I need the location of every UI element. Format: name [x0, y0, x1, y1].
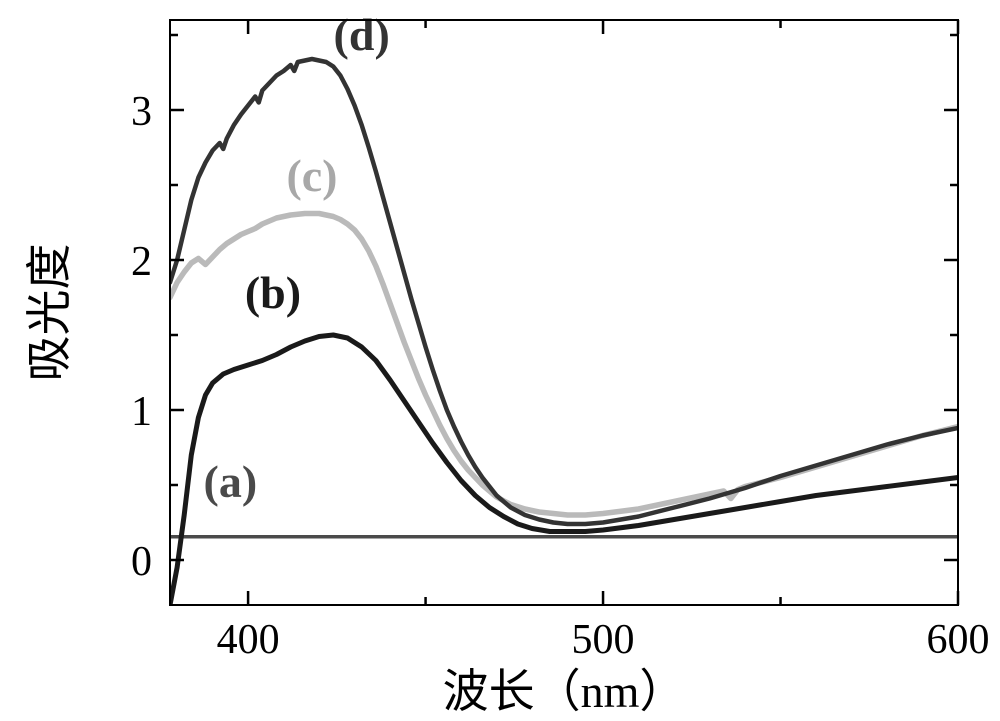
series-label-c: (c): [286, 150, 337, 201]
y-tick-label: 3: [131, 89, 152, 135]
x-tick-label: 400: [217, 617, 280, 663]
series-label-b: (b): [245, 267, 301, 318]
series-label-d: (d): [334, 9, 390, 60]
x-axis-title: 波长（nm）: [443, 666, 686, 717]
x-tick-label: 500: [572, 617, 635, 663]
x-tick-label: 600: [927, 617, 990, 663]
y-tick-label: 2: [131, 239, 152, 285]
chart-svg: (a) (b) (c) (d) 400 500 600 0 1 2 3 波长（nm） 吸光度: [0, 0, 1000, 721]
chart-container: (a) (b) (c) (d) 400 500 600 0 1 2 3 波长（nm） 吸光度: [0, 0, 1000, 721]
y-tick-label: 1: [131, 389, 152, 435]
y-axis-title: 吸光度: [24, 244, 75, 382]
series-label-a: (a): [204, 456, 258, 507]
y-tick-label: 0: [131, 539, 152, 585]
